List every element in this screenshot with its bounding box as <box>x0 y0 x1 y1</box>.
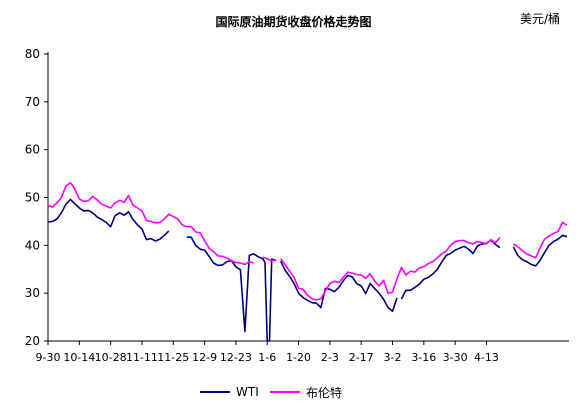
series-line-wti <box>47 198 170 242</box>
y-tick-label: 70 <box>25 95 40 109</box>
legend-label-wti: WTI <box>236 385 259 399</box>
x-tick-label: 10-28 <box>95 351 127 364</box>
legend-swatch-brent <box>270 391 300 393</box>
series-line-brent <box>262 256 277 262</box>
series-line-wti <box>279 260 398 313</box>
series-line-wti <box>512 234 568 267</box>
y-tick-label: 30 <box>25 286 40 300</box>
series-line-wti <box>400 239 501 300</box>
chart-title: 国际原油期货收盘价格走势图 <box>215 15 372 29</box>
x-tick-label: 12-9 <box>192 351 217 364</box>
x-tick-label: 1-20 <box>286 351 311 364</box>
series-line-wti <box>186 236 277 342</box>
x-tick-label: 3-2 <box>384 351 402 364</box>
legend: WTI 布伦特 <box>0 382 587 402</box>
x-tick-label: 9-30 <box>36 351 61 364</box>
x-tick-label: 3-16 <box>411 351 436 364</box>
x-tick-label: 11-25 <box>157 351 189 364</box>
x-tick-label: 1-6 <box>258 351 276 364</box>
x-tick-label: 12-23 <box>220 351 252 364</box>
x-tick-label: 4-13 <box>474 351 499 364</box>
x-tick-label: 11-11 <box>126 351 158 364</box>
y-tick-label: 80 <box>25 47 40 61</box>
series-line-brent <box>47 181 255 266</box>
unit-label: 美元/桶 <box>520 12 561 26</box>
x-tick-label: 10-14 <box>63 351 95 364</box>
legend-item-brent: 布伦特 <box>270 382 342 402</box>
x-tick-label: 2-17 <box>349 351 374 364</box>
legend-item-wti: WTI <box>200 382 259 402</box>
x-tick-label: 2-3 <box>321 351 339 364</box>
y-tick-label: 60 <box>25 143 40 157</box>
y-tick-label: 20 <box>25 334 40 348</box>
y-tick-label: 50 <box>25 191 40 205</box>
legend-label-brent: 布伦特 <box>306 385 343 400</box>
y-tick-label: 40 <box>25 238 40 252</box>
legend-swatch-wti <box>200 391 230 393</box>
x-tick-label: 3-30 <box>443 351 468 364</box>
series-line-brent <box>512 221 568 259</box>
series-line-brent <box>280 237 501 301</box>
